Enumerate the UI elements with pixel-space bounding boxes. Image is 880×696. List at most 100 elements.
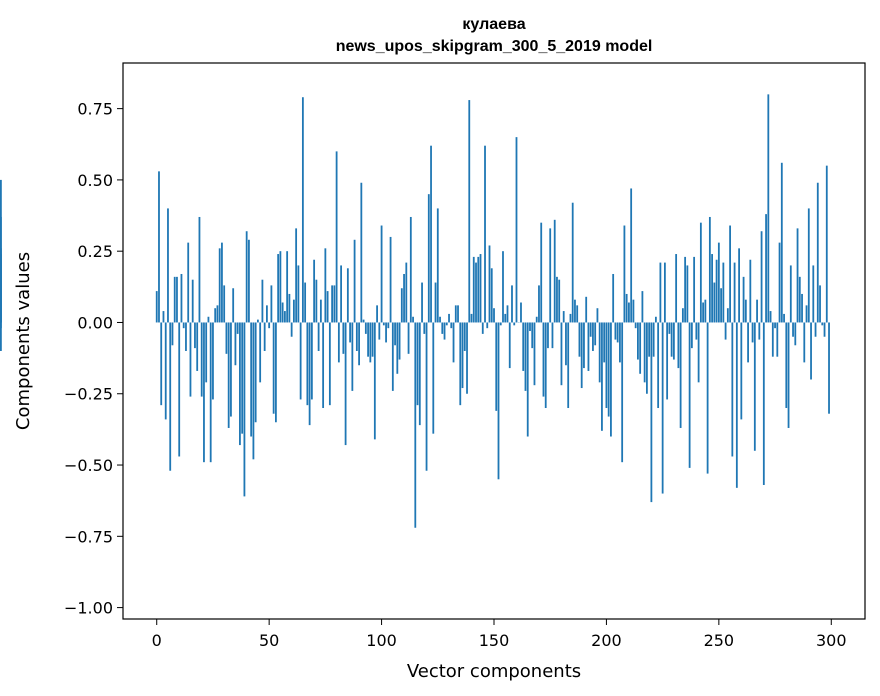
bars-group (0, 94, 830, 528)
bar (637, 322, 639, 360)
bar (560, 322, 563, 386)
bar (481, 322, 484, 334)
bar (421, 282, 423, 323)
bar (239, 322, 241, 446)
bar (416, 322, 419, 406)
bar (610, 322, 612, 437)
bar (558, 279, 561, 323)
bar (173, 276, 176, 323)
bar (634, 322, 637, 329)
bar (520, 302, 522, 323)
bar (373, 322, 376, 440)
bar (261, 279, 264, 323)
bar (690, 322, 693, 349)
bar (304, 282, 307, 323)
bar (427, 194, 430, 323)
bar (729, 225, 731, 323)
bar (254, 322, 257, 423)
bar (306, 322, 309, 406)
bar (803, 322, 806, 363)
bar (556, 276, 558, 323)
bar (457, 305, 459, 323)
bar (468, 100, 471, 323)
bar (697, 322, 700, 383)
x-axis-ticks: 0 50 100 150 200 250 300 (152, 619, 847, 650)
bar (747, 322, 749, 363)
bar (702, 302, 705, 323)
bar (765, 214, 767, 323)
bar (623, 225, 626, 323)
bar (594, 322, 597, 346)
bar (423, 322, 426, 334)
bar (565, 322, 567, 366)
bar (212, 322, 214, 400)
bar (313, 259, 316, 323)
bar (243, 322, 246, 497)
bar (418, 322, 421, 426)
bar (589, 322, 592, 337)
bar (724, 322, 727, 340)
bar (387, 322, 390, 329)
bar (726, 308, 729, 323)
bar (403, 273, 405, 323)
bar (535, 316, 538, 323)
bar (268, 322, 271, 329)
bar (630, 188, 633, 323)
bar (266, 305, 268, 323)
bar (605, 322, 608, 409)
bar (400, 288, 403, 323)
bar (632, 299, 635, 323)
bar (598, 322, 601, 383)
bar (819, 285, 821, 323)
bar (346, 268, 349, 323)
bar (526, 322, 529, 437)
bar (286, 251, 289, 323)
bar (459, 322, 462, 406)
bar (169, 322, 172, 471)
bar (567, 322, 570, 409)
bar (176, 276, 178, 323)
bar (178, 322, 181, 457)
bar (439, 316, 441, 323)
y-tick-label: −0.25 (64, 385, 113, 404)
bar (744, 299, 747, 323)
bar (209, 322, 212, 463)
bar (495, 322, 498, 411)
bar (191, 279, 194, 323)
x-axis-label: Vector components (407, 661, 581, 682)
bar (792, 322, 794, 337)
bar (742, 276, 745, 323)
bar (722, 262, 725, 323)
bar (187, 242, 190, 323)
bar (281, 302, 284, 323)
x-tick-label: 300 (816, 631, 847, 650)
bar (472, 256, 475, 323)
bar (317, 322, 320, 351)
bar (749, 259, 752, 323)
bar (203, 322, 205, 463)
bar (218, 248, 221, 323)
bar (241, 322, 244, 434)
bar (789, 265, 792, 323)
bar (221, 242, 223, 323)
bar (672, 322, 675, 360)
bar (160, 322, 163, 406)
bar (663, 262, 666, 323)
bar (214, 308, 217, 323)
bar (585, 296, 588, 323)
y-tick-label: −0.50 (64, 456, 113, 475)
bar (688, 322, 691, 468)
bar (547, 322, 549, 349)
bar (198, 216, 201, 323)
bar (196, 322, 199, 371)
bar (740, 322, 743, 420)
bar (679, 322, 682, 428)
bar (603, 322, 606, 363)
bar (706, 322, 709, 474)
bar (648, 322, 651, 357)
bar (569, 313, 572, 323)
bar (580, 322, 583, 389)
bar (531, 322, 534, 349)
bar (753, 322, 756, 451)
bar (553, 219, 556, 323)
